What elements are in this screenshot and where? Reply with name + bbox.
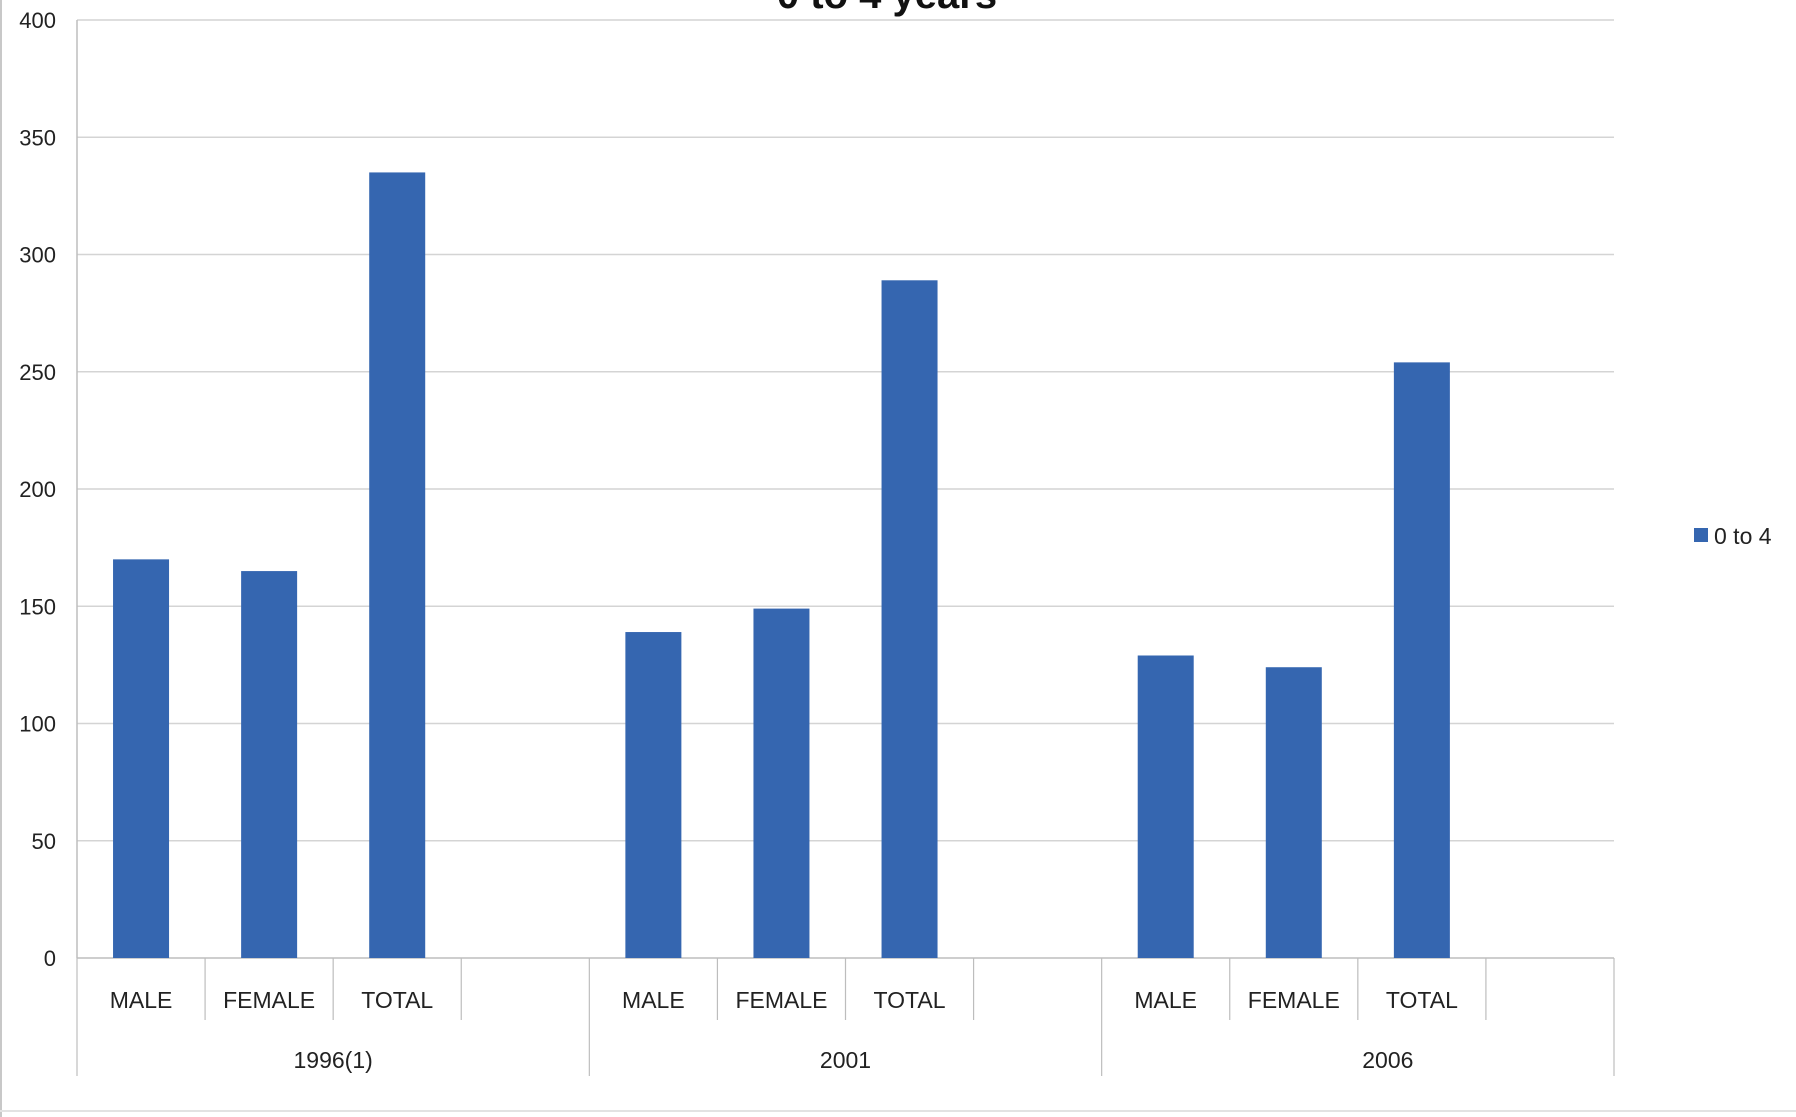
y-tick-label: 150 — [19, 594, 56, 619]
page-bottom-border — [0, 1110, 1796, 1112]
x-category-label: FEMALE — [735, 987, 827, 1013]
x-axis: MALE FEMALE TOTAL 1996(1) MALE FEMALE TOTAL 200… — [76, 958, 1615, 1076]
bar-2001-total — [881, 280, 938, 958]
bar-2006-male — [1137, 655, 1194, 958]
x-group-label: 2001 — [820, 1047, 871, 1073]
x-group-label: 2006 — [1362, 1047, 1413, 1073]
x-category-label: TOTAL — [1386, 987, 1458, 1013]
bar-2006-total — [1393, 362, 1450, 958]
bar-1996(1)-female — [241, 571, 298, 958]
legend: 0 to 4 — [1694, 523, 1772, 549]
x-category-label: MALE — [1134, 987, 1197, 1013]
y-tick-label: 0 — [44, 946, 56, 971]
x-group-label: 1996(1) — [294, 1047, 373, 1073]
y-tick-label: 100 — [19, 712, 56, 737]
x-category-label: FEMALE — [1248, 987, 1340, 1013]
x-category-label: TOTAL — [361, 987, 433, 1013]
page-left-border — [0, 0, 2, 1117]
legend-swatch — [1694, 528, 1708, 542]
x-category-label: MALE — [110, 987, 173, 1013]
x-category-label: TOTAL — [874, 987, 946, 1013]
legend-label: 0 to 4 — [1714, 523, 1772, 549]
bars — [113, 172, 1450, 959]
y-tick-label: 400 — [19, 8, 56, 33]
y-tick-label: 50 — [32, 829, 56, 854]
bar-2001-male — [625, 632, 682, 958]
y-tick-label: 300 — [19, 243, 56, 268]
x-category-label: MALE — [622, 987, 685, 1013]
y-axis-tick-labels: 0 50 100 150 200 250 300 350 400 — [19, 8, 56, 971]
bar-2006-female — [1265, 667, 1322, 958]
bar-1996(1)-male — [113, 559, 170, 958]
y-tick-label: 200 — [19, 477, 56, 502]
x-category-label: FEMALE — [223, 987, 315, 1013]
bar-2001-female — [753, 608, 810, 958]
y-tick-label: 250 — [19, 360, 56, 385]
bar-1996(1)-total — [369, 172, 426, 959]
grid-lines — [76, 19, 1614, 959]
chart-title: 0 to 4 years — [777, 0, 997, 17]
y-tick-label: 350 — [19, 125, 56, 150]
